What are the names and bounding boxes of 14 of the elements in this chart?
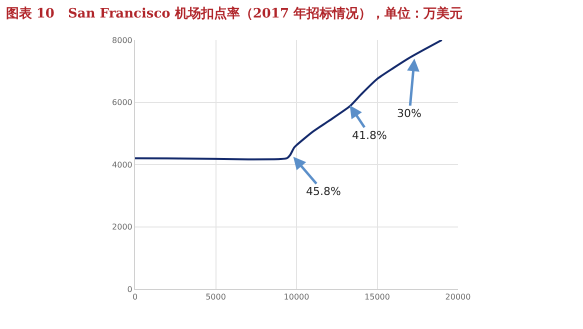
x-tick-label: 10000 — [284, 292, 310, 302]
chart-title: 图表 10 San Francisco 机场扣点率（2017 年招标情况），单位：万美元 — [6, 5, 463, 22]
x-tick-label: 5000 — [206, 292, 226, 302]
x-tick-label: 15000 — [364, 292, 390, 302]
annotation: 30% — [397, 107, 422, 120]
annotation: 41.8% — [352, 129, 387, 142]
y-tick-label: 4000 — [112, 160, 132, 170]
y-tick-label: 8000 — [112, 36, 132, 45]
y-tick-label: 0 — [127, 284, 132, 294]
x-tick-label: 20000 — [445, 292, 471, 302]
y-tick-label: 6000 — [112, 98, 132, 108]
annotation: 45.8% — [306, 185, 341, 198]
line-series — [135, 40, 443, 160]
y-tick-label: 2000 — [112, 222, 132, 232]
